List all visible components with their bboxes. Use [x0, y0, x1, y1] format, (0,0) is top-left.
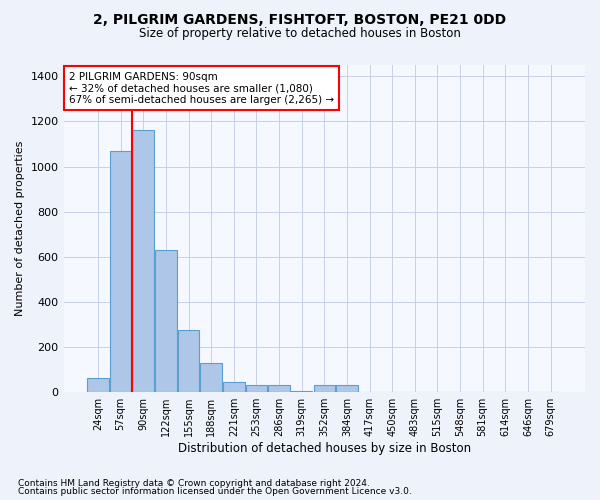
- Bar: [245, 386, 267, 392]
- Bar: [223, 382, 245, 392]
- Bar: [314, 386, 335, 392]
- Bar: [110, 151, 131, 392]
- Text: Contains HM Land Registry data © Crown copyright and database right 2024.: Contains HM Land Registry data © Crown c…: [18, 478, 370, 488]
- Bar: [133, 130, 154, 392]
- Bar: [155, 250, 176, 392]
- Text: Size of property relative to detached houses in Boston: Size of property relative to detached ho…: [139, 28, 461, 40]
- Bar: [336, 386, 358, 392]
- Bar: [178, 330, 199, 392]
- Bar: [268, 386, 290, 392]
- Bar: [291, 391, 313, 392]
- Text: Contains public sector information licensed under the Open Government Licence v3: Contains public sector information licen…: [18, 487, 412, 496]
- Text: 2 PILGRIM GARDENS: 90sqm
← 32% of detached houses are smaller (1,080)
67% of sem: 2 PILGRIM GARDENS: 90sqm ← 32% of detach…: [69, 72, 334, 104]
- Bar: [87, 378, 109, 392]
- Y-axis label: Number of detached properties: Number of detached properties: [15, 141, 25, 316]
- Text: 2, PILGRIM GARDENS, FISHTOFT, BOSTON, PE21 0DD: 2, PILGRIM GARDENS, FISHTOFT, BOSTON, PE…: [94, 12, 506, 26]
- Bar: [200, 363, 222, 392]
- X-axis label: Distribution of detached houses by size in Boston: Distribution of detached houses by size …: [178, 442, 471, 455]
